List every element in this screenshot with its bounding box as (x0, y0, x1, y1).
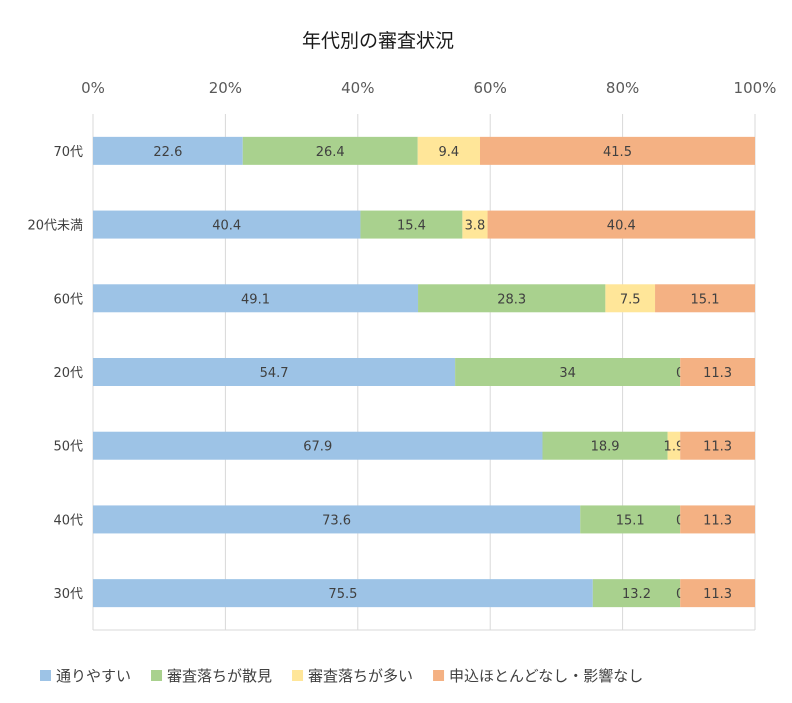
data-label: 15.1 (691, 292, 720, 307)
bar-segment (93, 284, 419, 313)
x-tick-label: 40% (341, 79, 374, 97)
data-label: 11.3 (703, 513, 732, 528)
x-axis-ticks: 0% 20% 40% 60% 80% 100% (81, 79, 776, 97)
bar-segment (418, 284, 606, 313)
data-label: 49.1 (241, 292, 270, 307)
bar-segment (680, 579, 755, 608)
category-label: 20代未満 (27, 219, 83, 234)
bar-segment (605, 284, 656, 313)
x-tick-label: 60% (474, 79, 507, 97)
bar-segment (93, 210, 361, 239)
data-label: 34 (559, 366, 576, 381)
category-label: 70代 (53, 145, 83, 160)
bar-segment (455, 358, 681, 386)
x-tick-label: 100% (734, 79, 777, 97)
data-label: 73.6 (322, 513, 351, 528)
legend-item: 申込ほとんどなし・影響なし (433, 667, 643, 685)
bar-row: 49.1 28.3 7.5 15.1 (93, 284, 755, 313)
data-label: 67.9 (303, 440, 332, 455)
category-label: 30代 (53, 587, 83, 602)
legend: 通りやすい 審査落ちが散見 審査落ちが多い 申込ほとんどなし・影響なし (40, 667, 643, 685)
bar-row: 75.513.2011.3 (93, 579, 755, 608)
category-label: 40代 (53, 513, 83, 528)
bar-segment (542, 431, 668, 460)
data-label: 11.3 (703, 440, 732, 455)
bar-segment (655, 284, 755, 313)
legend-label: 申込ほとんどなし・影響なし (449, 667, 643, 685)
data-label: 54.7 (260, 366, 289, 381)
data-label: 41.5 (603, 145, 632, 160)
bar-row: 40.4 15.4 3.8 40.4 (93, 210, 755, 239)
chart-title: 年代別の審査状況 (302, 30, 454, 52)
data-label: 75.5 (328, 587, 357, 602)
data-label: 40.4 (212, 219, 241, 234)
data-label: 7.5 (620, 292, 641, 307)
data-label: 3.8 (465, 219, 486, 234)
x-tick-label: 80% (606, 79, 639, 97)
legend-label: 審査落ちが多い (308, 667, 413, 685)
bar-segment (680, 431, 755, 460)
legend-swatch (151, 670, 163, 681)
legend-swatch (433, 670, 445, 681)
data-label: 11.3 (703, 587, 732, 602)
data-label: 15.4 (397, 219, 426, 234)
bar-segment (462, 210, 488, 239)
data-label: 9.4 (439, 145, 460, 160)
bar-segment (93, 136, 243, 165)
bar-segment (580, 505, 681, 534)
legend-item: 審査落ちが散見 (151, 667, 272, 685)
bar-row: 22.6 26.4 9.4 41.5 (93, 136, 755, 165)
data-label: 22.6 (153, 145, 182, 160)
bar-row: 67.9 18.9 1.9 11.3 (93, 431, 755, 460)
bars: 22.6 26.4 9.4 41.5 40.4 15.4 3.8 40.4 49.1 28.3 7.… (93, 136, 755, 608)
x-tick-label: 20% (209, 79, 242, 97)
data-label: 15.1 (616, 513, 645, 528)
bar-segment (680, 358, 755, 386)
bar-segment (93, 431, 543, 460)
data-label: 1.9 (664, 440, 685, 455)
bar-segment (479, 136, 755, 165)
legend-item: 通りやすい (40, 667, 131, 685)
bar-segment (93, 579, 593, 608)
bar-segment (360, 210, 463, 239)
bar-segment (592, 579, 681, 608)
legend-swatch (40, 670, 51, 681)
data-label: 11.3 (703, 366, 732, 381)
data-label: 13.2 (622, 587, 651, 602)
data-label: 28.3 (497, 292, 526, 307)
legend-swatch (292, 670, 304, 681)
category-label: 50代 (53, 440, 83, 455)
legend-label: 通りやすい (56, 667, 131, 685)
bar-segment (667, 431, 681, 460)
bar-row: 54.734011.3 (93, 358, 755, 386)
bar-segment (242, 136, 418, 165)
bar-row: 73.615.1011.3 (93, 505, 755, 534)
category-labels: 70代 20代未満 60代 20代 50代 40代 30代 (27, 145, 83, 602)
data-label: 26.4 (316, 145, 345, 160)
data-label: 40.4 (607, 219, 636, 234)
legend-item: 審査落ちが多い (292, 667, 413, 685)
category-label: 20代 (53, 366, 83, 381)
category-label: 60代 (53, 292, 83, 307)
bar-segment (487, 210, 755, 239)
data-label: 18.9 (591, 440, 620, 455)
bar-segment (417, 136, 480, 165)
bar-segment (93, 358, 456, 386)
legend-label: 審査落ちが散見 (167, 667, 272, 685)
bar-segment (680, 505, 755, 534)
bar-segment (93, 505, 581, 534)
x-tick-label: 0% (81, 79, 105, 97)
